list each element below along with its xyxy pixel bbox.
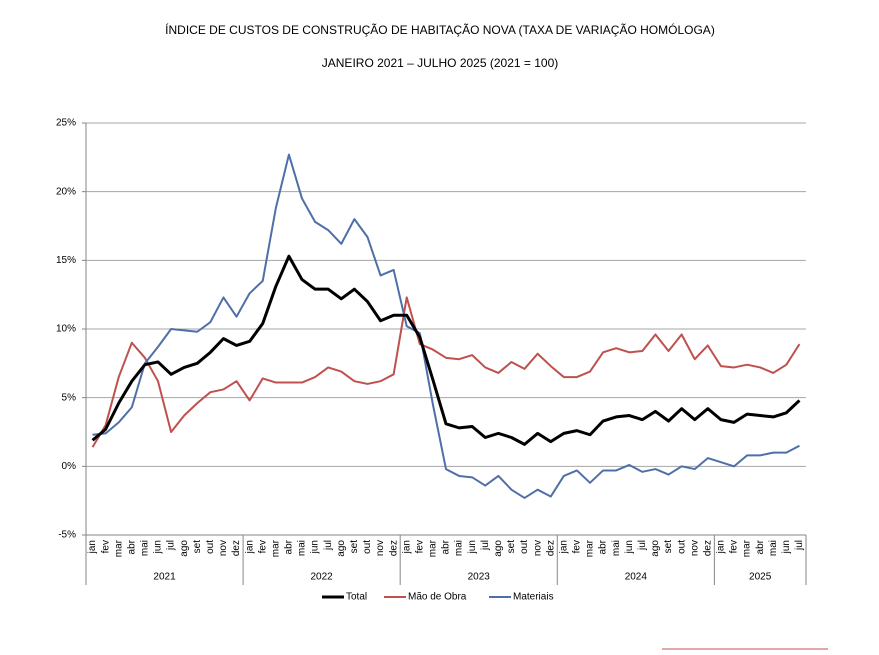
x-tick-label: dez [231, 540, 242, 556]
legend-label: Materiais [513, 592, 554, 603]
chart-title: ÍNDICE DE CUSTOS DE CONSTRUÇÃO DE HABITA… [165, 22, 715, 37]
x-tick-label: jun [153, 540, 164, 554]
x-tick-label: jan [401, 540, 412, 554]
chart-subtitle: JANEIRO 2021 – JULHO 2025 (2021 = 100) [322, 56, 558, 70]
x-tick-label: set [349, 540, 360, 554]
series-line [91, 296, 801, 448]
x-tick-label: fev [729, 540, 740, 553]
x-tick-label: mar [742, 539, 753, 557]
x-tick-label: ago [179, 540, 190, 557]
x-tick-label: out [205, 540, 216, 554]
x-tick-label: abr [441, 539, 452, 554]
x-tick-label: jan [716, 540, 727, 554]
x-tick-label: mai [140, 540, 151, 556]
x-tick-label: jun [467, 540, 478, 554]
year-label: 2022 [311, 572, 334, 583]
legend-label: Total [346, 592, 367, 603]
y-tick-label: 10% [56, 324, 76, 335]
x-tick-label: mai [454, 540, 465, 556]
legend-label: Mão de Obra [408, 592, 467, 603]
x-tick-label: abr [755, 539, 766, 554]
x-tick-label: jul [480, 540, 491, 551]
x-tick-label: dez [388, 540, 399, 556]
x-tick-label: ago [650, 540, 661, 557]
x-tick-label: jun [624, 540, 635, 554]
x-tick-label: mai [297, 540, 308, 556]
x-tick-label: dez [545, 540, 556, 556]
x-tick-label: jul [794, 540, 805, 551]
y-tick-label: 20% [56, 186, 76, 197]
x-tick-label: jan [87, 540, 98, 554]
x-tick-label: abr [126, 539, 137, 554]
y-tick-label: 25% [56, 118, 76, 129]
x-tick-label: abr [598, 539, 609, 554]
x-tick-label: fev [100, 540, 111, 553]
x-tick-label: mar [428, 539, 439, 557]
series-line [91, 254, 801, 446]
x-tick-label: nov [689, 540, 700, 556]
x-tick-label: out [519, 540, 530, 554]
y-tick-label: 5% [62, 392, 77, 403]
x-tick-label: nov [532, 540, 543, 556]
x-tick-label: jul [637, 540, 648, 551]
x-tick-label: jun [310, 540, 321, 554]
year-label: 2021 [153, 572, 176, 583]
x-tick-label: fev [572, 540, 583, 553]
x-tick-label: out [676, 540, 687, 554]
x-tick-label: mai [611, 540, 622, 556]
year-label: 2023 [468, 572, 491, 583]
x-tick-label: fev [414, 540, 425, 553]
year-label: 2024 [625, 572, 648, 583]
x-tick-label: nov [218, 540, 229, 556]
x-tick-label: set [663, 540, 674, 554]
year-label: 2025 [749, 572, 772, 583]
series-line [92, 153, 800, 499]
x-tick-label: mar [585, 539, 596, 557]
x-tick-label: mar [113, 539, 124, 557]
x-tick-label: set [506, 540, 517, 554]
x-tick-label: jan [558, 540, 569, 554]
x-tick-label: jul [166, 540, 177, 551]
x-tick-label: ago [336, 540, 347, 557]
y-tick-label: -5% [58, 530, 76, 541]
x-tick-label: ago [493, 540, 504, 557]
x-tick-label: jul [323, 540, 334, 551]
x-tick-label: abr [284, 539, 295, 554]
y-tick-label: 15% [56, 255, 76, 266]
x-tick-label: mar [270, 539, 281, 557]
x-tick-label: nov [375, 540, 386, 556]
x-tick-label: mai [768, 540, 779, 556]
x-tick-label: jan [244, 540, 255, 554]
x-tick-label: fev [257, 540, 268, 553]
x-tick-label: out [362, 540, 373, 554]
x-tick-label: dez [702, 540, 713, 556]
x-tick-label: set [192, 540, 203, 554]
x-tick-label: jun [781, 540, 792, 554]
y-tick-label: 0% [62, 461, 77, 472]
